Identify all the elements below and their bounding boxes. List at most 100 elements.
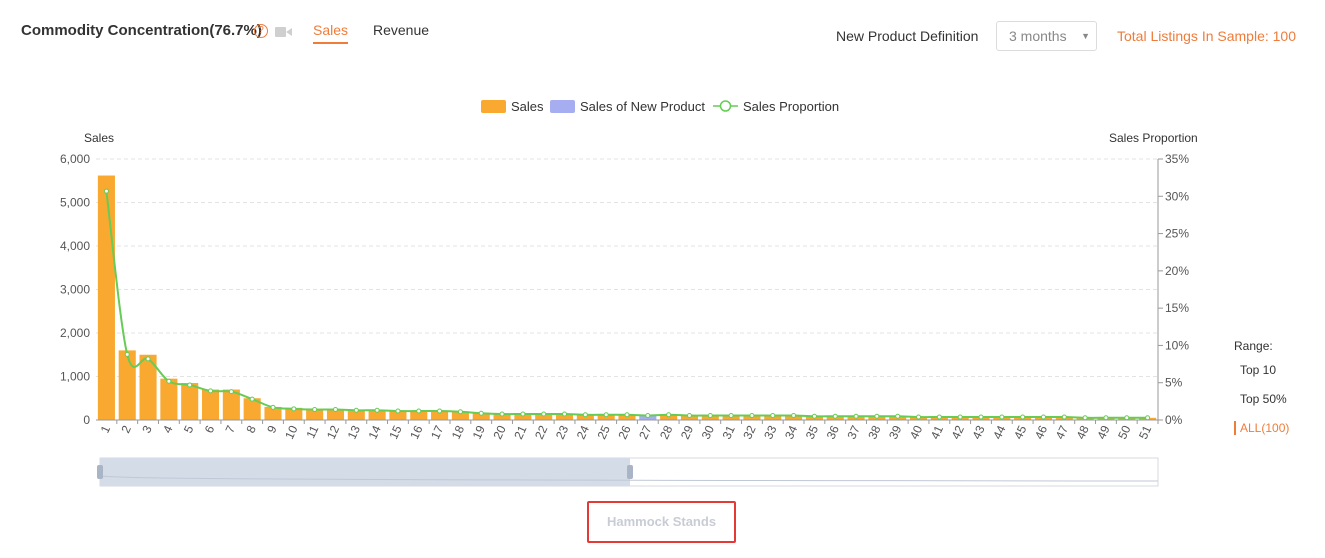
bar-sales [431, 410, 449, 420]
y2-tick-label: 0% [1165, 413, 1183, 427]
x-tick-label: 42 [949, 423, 967, 441]
bar-sales [97, 175, 115, 420]
bar-sales [285, 407, 303, 420]
x-tick-label: 11 [303, 423, 321, 441]
proportion-line [105, 190, 1148, 419]
legend-label: Sales of New Product [580, 99, 705, 114]
x-tick-label: 7 [223, 423, 239, 435]
x-tick-label: 6 [202, 423, 218, 435]
x-tick-label: 51 [1136, 423, 1154, 441]
proportion-point [312, 407, 318, 413]
new-product-definition-select[interactable]: 3 months ▼ [996, 21, 1097, 51]
y-tick-label: 6,000 [60, 152, 90, 166]
tab-revenue[interactable]: Revenue [373, 22, 430, 38]
proportion-point [520, 411, 526, 417]
x-tick-label: 40 [907, 423, 925, 441]
x-tick-label: 43 [969, 423, 987, 441]
x-tick-label: 8 [243, 423, 259, 435]
range-label: Range: [1234, 339, 1273, 353]
proportion-point [478, 410, 484, 416]
legend-item-proportion[interactable]: Sales Proportion [713, 99, 839, 114]
y-tick-label: 4,000 [60, 239, 90, 253]
x-tick-label: 47 [1053, 423, 1071, 441]
range-top10[interactable]: Top 10 [1240, 363, 1277, 377]
proportion-point [853, 413, 859, 419]
help-icon[interactable]: ? [254, 24, 268, 38]
proportion-point [145, 356, 151, 362]
bar-sales [181, 383, 199, 420]
x-tick-label: 38 [865, 423, 883, 441]
proportion-point [228, 389, 234, 395]
bar-sales [201, 389, 220, 420]
bar-sales [555, 413, 574, 420]
bar-sales [139, 354, 157, 420]
x-tick-label: 37 [844, 423, 862, 441]
y-tick-label: 3,000 [60, 283, 90, 297]
category-label: Hammock Stands [606, 514, 717, 529]
video-icon[interactable] [275, 27, 292, 37]
proportion-point [603, 412, 609, 418]
legend-marker [719, 100, 732, 112]
x-tick-label: 22 [532, 423, 550, 441]
grid-lines [96, 158, 1158, 377]
legend-item-sales[interactable]: Sales [481, 99, 544, 114]
x-tick-label: 44 [990, 423, 1008, 441]
data-zoom-slider[interactable] [97, 457, 1159, 487]
proportion-point [457, 409, 463, 415]
y2-tick-label: 30% [1165, 189, 1189, 203]
tab-sales[interactable]: Sales [313, 22, 349, 38]
x-tick-label: 1 [98, 423, 114, 435]
bar-series[interactable] [97, 175, 1157, 420]
y2-tick-label: 35% [1165, 152, 1189, 166]
y2-tick-label: 15% [1165, 301, 1189, 315]
proportion-point [249, 396, 255, 402]
proportion-point [624, 412, 630, 418]
proportion-point [874, 413, 880, 419]
proportion-point [791, 413, 797, 419]
proportion-point [187, 382, 193, 388]
proportion-point [416, 408, 422, 414]
proportion-point [749, 413, 755, 419]
concentration-chart: Sales Sales of New Product Sales Proportio… [60, 99, 1198, 487]
proportion-point [353, 407, 359, 413]
proportion-point [1020, 414, 1026, 420]
proportion-point [374, 407, 380, 413]
range-top50[interactable]: Top 50% [1240, 392, 1287, 406]
legend-item-new-product[interactable]: Sales of New Product [550, 99, 705, 114]
y-tick-label: 0 [83, 413, 90, 427]
y-tick-label: 2,000 [60, 326, 90, 340]
x-tick-label: 3 [139, 423, 155, 435]
proportion-point [770, 413, 776, 419]
x-tick-label: 35 [803, 423, 821, 441]
range-all[interactable]: ALL(100) [1234, 421, 1289, 435]
new-product-definition-value: 3 months [1009, 28, 1067, 44]
x-tick-label: 26 [615, 423, 633, 441]
zoom-window [100, 458, 630, 486]
x-tick-label: 15 [386, 423, 404, 441]
proportion-point [437, 408, 443, 414]
x-tick-label: 17 [428, 423, 446, 441]
bar-sales [660, 414, 678, 420]
zoom-preview [99, 475, 1159, 482]
bar-sales [222, 389, 240, 420]
x-tick-label: 48 [1074, 423, 1092, 441]
proportion-point [832, 413, 838, 419]
line-series[interactable] [103, 188, 1151, 421]
x-tick-label: 46 [1032, 423, 1050, 441]
proportion-point [1124, 415, 1130, 421]
x-tick-label: 10 [282, 423, 300, 441]
category-label-box: Hammock Stands [587, 501, 736, 543]
x-tick-label: 34 [782, 423, 800, 441]
x-tick-label: 4 [160, 423, 176, 435]
proportion-point [270, 404, 276, 410]
bar-sales [410, 410, 428, 420]
proportion-point [124, 351, 130, 357]
proportion-point [999, 414, 1005, 420]
x-tick-label: 45 [1011, 423, 1029, 441]
zoom-handle [97, 465, 103, 479]
x-tick-label: 9 [264, 423, 280, 435]
chart-legend[interactable]: Sales Sales of New Product Sales Proportio… [481, 99, 839, 114]
proportion-point [895, 413, 901, 419]
bar-sales [264, 406, 282, 420]
proportion-point [1145, 415, 1151, 421]
